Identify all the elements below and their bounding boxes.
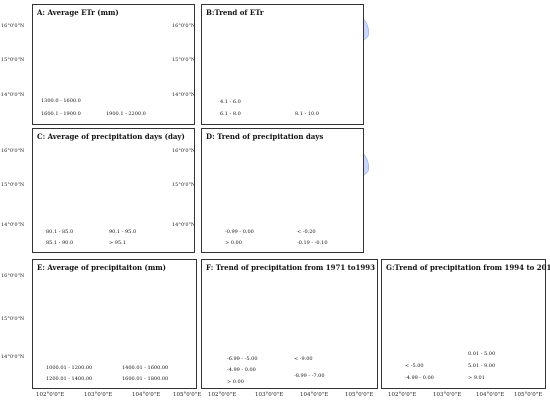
legend-g-5: > 9.01 <box>468 375 485 381</box>
legend-d-4: -0.19 - -0.10 <box>297 240 328 246</box>
legend-c-4: > 95.1 <box>109 240 126 246</box>
lon-label-103e: 103°0'0"E <box>255 392 284 398</box>
panel-g-title: G:Trend of precipitation from 1994 to 20… <box>386 263 550 272</box>
legend-b-1: 4.1 - 6.0 <box>220 99 241 105</box>
panel-b: B:Trend of ETr <box>201 4 364 125</box>
lat-label-16n: 16°0'0"N <box>1 148 25 154</box>
legend-c-2: 85.1 - 90.0 <box>46 240 74 246</box>
legend-a-3: 1900.1 - 2200.0 <box>106 111 146 117</box>
legend-d-1: -0.99 - 0.00 <box>225 229 254 235</box>
lon-label-103e: 103°0'0"E <box>84 392 113 398</box>
legend-f-5: -8.99 - -7.00 <box>294 373 325 379</box>
lat-label-15n: 15°0'0"N <box>1 57 25 63</box>
lat-label-14n: 14°0'0"N <box>1 354 25 360</box>
lon-label-104e: 104°0'0"E <box>300 392 329 398</box>
legend-g-1: < -5.00 <box>405 363 424 369</box>
legend-e-3: 1400.01 - 1600.00 <box>122 365 169 371</box>
panel-f: F: Trend of precipitation from 1971 to19… <box>201 259 378 389</box>
panel-e: E: Average of precipitaiton (mm) <box>32 259 197 389</box>
legend-b-2: 6.1 - 8.0 <box>220 111 241 117</box>
lat-label-15n: 15°0'0"N <box>1 182 25 188</box>
lon-label-105e: 105°0'0"E <box>514 392 543 398</box>
panel-c-title: C: Average of precipitation days (day) <box>37 132 185 141</box>
lon-label-105e: 105°0'0"E <box>173 392 202 398</box>
legend-d-3: < -0.20 <box>297 229 316 235</box>
legend-f-1: -6.99 - -5.00 <box>227 356 258 362</box>
panel-a: A: Average ETr (mm) <box>32 4 195 125</box>
lon-label-104e: 104°0'0"E <box>132 392 161 398</box>
legend-f-3: > 0.00 <box>227 379 244 385</box>
lon-label-102e: 102°0'0"E <box>208 392 237 398</box>
lon-label-105e: 105°0'0"E <box>345 392 374 398</box>
legend-f-2: -4.99 - 0.00 <box>227 367 256 373</box>
legend-c-1: 80.1 - 85.0 <box>46 229 74 235</box>
legend-g-3: 0.01 - 5.00 <box>468 351 496 357</box>
legend-b-3: 8.1 - 10.0 <box>295 111 319 117</box>
lat-label-14n: 14°0'0"N <box>172 92 196 98</box>
lat-label-16n: 16°0'0"N <box>1 273 25 279</box>
legend-g-4: 5.01 - 9.00 <box>468 363 496 369</box>
panel-g: G:Trend of precipitation from 1994 to 20… <box>381 259 550 389</box>
legend-g-2: -4.99 - 0.00 <box>405 375 434 381</box>
lon-label-102e: 102°0'0"E <box>388 392 417 398</box>
panel-d-title: D: Trend of precipitation days <box>206 132 324 141</box>
lat-label-16n: 16°0'0"N <box>172 23 196 29</box>
panel-b-title: B:Trend of ETr <box>206 8 264 17</box>
panel-d: D: Trend of precipitation days <box>201 128 364 253</box>
lat-label-15n: 15°0'0"N <box>172 57 196 63</box>
legend-e-4: 1600.01 - 1800.00 <box>122 376 169 382</box>
panel-a-title: A: Average ETr (mm) <box>37 8 119 17</box>
legend-e-2: 1200.01 - 1400.00 <box>46 376 93 382</box>
lat-label-14n: 14°0'0"N <box>1 92 25 98</box>
legend-c-3: 90.1 - 95.0 <box>109 229 137 235</box>
panel-e-title: E: Average of precipitaiton (mm) <box>37 263 166 272</box>
lon-label-102e: 102°0'0"E <box>36 392 65 398</box>
lat-label-15n: 15°0'0"N <box>1 316 25 322</box>
lon-label-104e: 104°0'0"E <box>476 392 505 398</box>
lat-label-16n: 16°0'0"N <box>172 148 196 154</box>
lat-label-15n: 15°0'0"N <box>172 182 196 188</box>
lat-label-14n: 14°0'0"N <box>1 222 25 228</box>
legend-d-2: > 0.00 <box>225 240 242 246</box>
legend-e-1: 1000.01 - 1200.00 <box>46 365 93 371</box>
legend-f-4: < -9.00 <box>294 356 313 362</box>
panel-f-title: F: Trend of precipitation from 1971 to19… <box>206 263 376 272</box>
legend-a-2: 1600.1 - 1900.0 <box>41 111 81 117</box>
lat-label-14n: 14°0'0"N <box>172 222 196 228</box>
lat-label-16n: 16°0'0"N <box>1 23 25 29</box>
lon-label-103e: 103°0'0"E <box>433 392 462 398</box>
panel-c: C: Average of precipitation days (day) <box>32 128 195 253</box>
legend-a-1: 1300.0 - 1600.0 <box>41 98 81 104</box>
